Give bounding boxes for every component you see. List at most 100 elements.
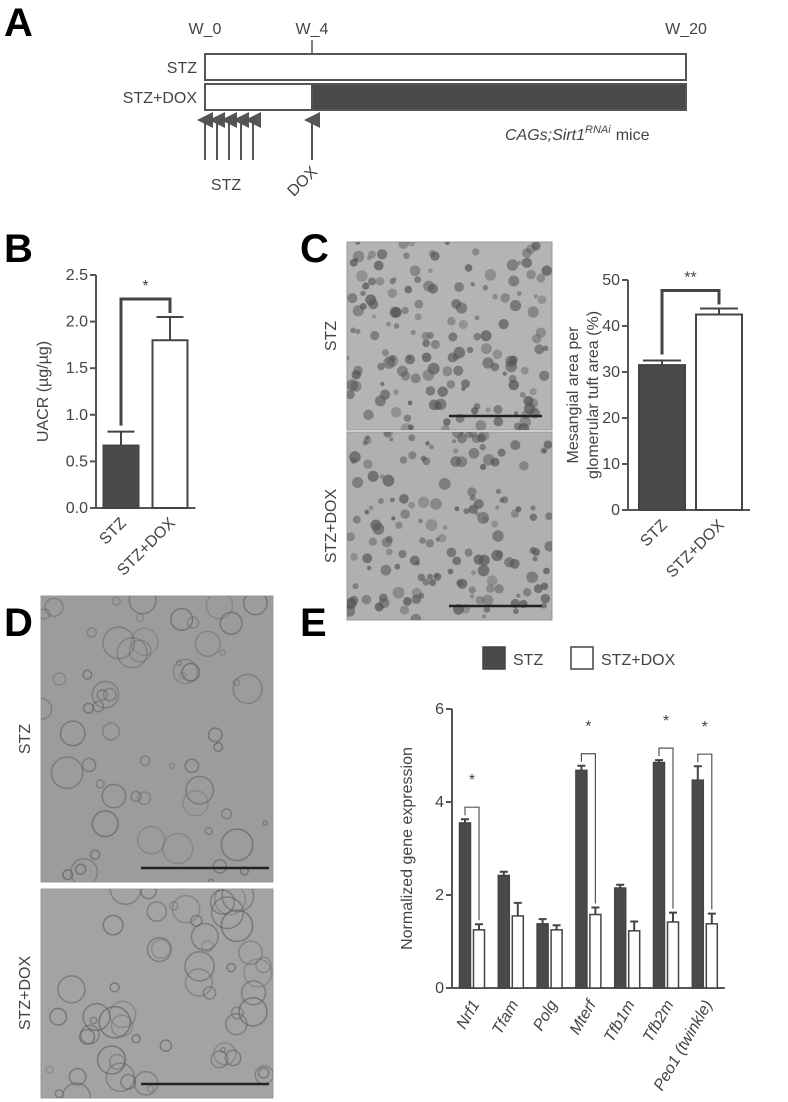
texture-blob xyxy=(101,722,121,741)
texture-blob xyxy=(515,506,522,513)
texture-blob xyxy=(45,1065,54,1074)
texture-blob xyxy=(352,583,359,590)
texture-blob xyxy=(464,432,474,439)
texture xyxy=(347,242,552,430)
texture-blob xyxy=(362,440,368,446)
texture-blob xyxy=(529,388,537,396)
texture-blob xyxy=(418,496,430,508)
texture-blob xyxy=(59,720,86,747)
texture-blob xyxy=(543,567,550,575)
texture-blob xyxy=(392,389,399,395)
texture-blob xyxy=(438,478,451,490)
texture-blob xyxy=(408,501,416,509)
bar xyxy=(627,930,641,989)
texture-blob xyxy=(128,639,152,663)
significance-label: * xyxy=(702,719,708,736)
texture-blob xyxy=(383,356,396,369)
texture-blob xyxy=(161,832,194,865)
texture-blob xyxy=(91,680,120,709)
bar xyxy=(613,887,627,989)
texture-blob xyxy=(194,630,221,657)
texture-blob xyxy=(190,922,219,951)
y-axis-label: Mesangial area per xyxy=(565,326,582,464)
texture-blob xyxy=(452,448,459,454)
model-superscript: RNAi xyxy=(585,124,611,136)
significance-label: * xyxy=(469,772,475,789)
texture-blob xyxy=(389,437,394,442)
texture-blob xyxy=(410,373,421,384)
texture-blob xyxy=(437,386,448,397)
texture-blob xyxy=(409,555,420,566)
texture-blob xyxy=(521,257,533,269)
texture-blob xyxy=(494,584,504,594)
y-axis-label: Normalized gene expression xyxy=(399,747,416,950)
texture-blob xyxy=(41,697,53,720)
texture-blob xyxy=(425,441,430,446)
y-tick-label: 0.0 xyxy=(66,500,88,517)
error-bar xyxy=(156,315,184,341)
texture-blob xyxy=(534,344,545,355)
texture-blob xyxy=(520,366,529,375)
texture-blob xyxy=(207,878,215,882)
texture-blob xyxy=(447,568,454,575)
texture-blob xyxy=(242,596,268,616)
texture-blob xyxy=(232,678,241,687)
texture-blob xyxy=(131,1034,141,1044)
texture-blob xyxy=(367,470,379,482)
texture xyxy=(347,432,552,620)
texture-blob xyxy=(238,940,264,966)
texture-blob xyxy=(540,593,551,604)
y-tick-label: 40 xyxy=(602,318,620,335)
texture-blob xyxy=(422,578,430,586)
texture-blob xyxy=(139,755,151,767)
texture-blob xyxy=(108,1053,126,1070)
bar xyxy=(511,915,525,989)
texture-blob xyxy=(382,474,395,487)
texture-blob xyxy=(539,370,550,381)
texture-blob xyxy=(91,810,119,838)
texture-blob xyxy=(454,282,464,292)
texture-blob xyxy=(359,303,367,310)
texture-blob xyxy=(368,277,377,286)
texture-blob xyxy=(221,889,255,913)
texture-blob xyxy=(368,250,376,259)
error-bar xyxy=(552,924,561,930)
texture-blob xyxy=(485,407,491,413)
y-tick-label: 1.5 xyxy=(66,360,88,377)
texture-blob xyxy=(130,790,142,803)
texture-blob xyxy=(502,371,507,376)
texture-blob xyxy=(522,588,532,597)
y-tick-label: 1.0 xyxy=(66,407,88,424)
texture-blob xyxy=(69,858,99,882)
texture-blob xyxy=(401,306,409,315)
texture-blob xyxy=(453,365,464,376)
texture-blob xyxy=(137,791,152,806)
texture-blob xyxy=(474,315,480,321)
texture-blob xyxy=(390,406,402,418)
significance-bracket xyxy=(580,753,596,904)
texture-blob xyxy=(159,1039,173,1052)
texture-blob xyxy=(68,1067,87,1086)
texture-blob xyxy=(533,584,543,594)
texture-blob xyxy=(178,672,187,680)
texture-blob xyxy=(482,284,489,291)
texture-blob xyxy=(220,808,233,820)
texture-blob xyxy=(473,554,484,565)
y-tick-label: 20 xyxy=(602,410,620,427)
texture-blob xyxy=(220,828,254,862)
texture-blob xyxy=(481,614,487,619)
texture-blob xyxy=(414,276,422,284)
texture-blob xyxy=(362,553,373,564)
bar xyxy=(550,929,563,989)
texture-blob xyxy=(532,548,541,557)
significance-bracket xyxy=(660,289,721,355)
texture-blob xyxy=(428,399,440,411)
texture-blob xyxy=(468,447,480,459)
arrow-label: STZ xyxy=(211,177,241,194)
texture-blob xyxy=(450,456,462,468)
texture-blob xyxy=(171,894,201,924)
texture-blob xyxy=(349,451,361,463)
texture-blob xyxy=(461,379,470,389)
texture-blob xyxy=(44,597,64,617)
texture xyxy=(41,596,268,882)
